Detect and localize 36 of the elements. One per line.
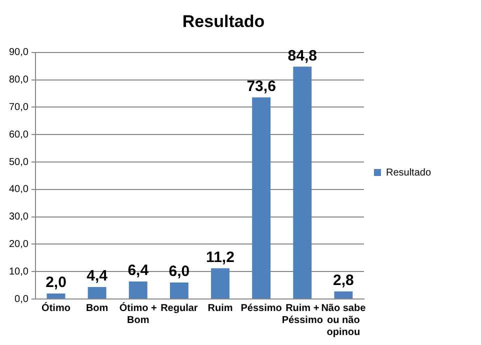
y-tick-label: 0,0 [14,294,29,305]
x-tick-label: Ótimo + Bom [119,302,158,326]
y-tick-label: 80,0 [8,74,29,86]
bar [170,282,188,298]
x-tick-label: Não sabe ou não opinou [321,302,366,338]
x-tick-label: Regular [160,302,198,314]
bar [293,66,312,298]
y-tick-label: 40,0 [8,184,29,196]
data-label: 2,8 [333,272,354,289]
chart-title: Resultado [182,12,265,31]
x-tick-label: Ruim [208,302,233,314]
bar [88,286,106,298]
data-label: 4,4 [86,268,108,285]
data-label: 2,0 [46,274,66,292]
bar [46,294,66,298]
bar [252,97,271,298]
x-tick-label: Ruim + Péssimo [282,302,323,326]
y-tick-label: 90,0 [8,47,29,58]
data-label: 11,2 [206,248,234,266]
bar [211,268,230,298]
data-label: 6,4 [128,262,150,280]
y-tick-label: 30,0 [8,212,29,223]
legend-label: Resultado [386,167,432,178]
y-tick-label: 10,0 [8,266,29,278]
y-tick-label: 20,0 [8,238,29,250]
x-tick-label: Péssimo [240,302,282,314]
bar [128,281,148,298]
y-tick-label: 60,0 [8,129,29,140]
data-label: 73,6 [246,78,276,95]
y-tick-label: 50,0 [8,156,29,168]
bar [334,291,353,298]
x-tick-label: Ótimo [42,302,70,314]
x-tick-label: Bom [86,302,108,314]
y-tick-label: 70,0 [8,102,29,113]
data-label: 6,0 [168,263,190,280]
data-label: 84,8 [288,47,317,64]
